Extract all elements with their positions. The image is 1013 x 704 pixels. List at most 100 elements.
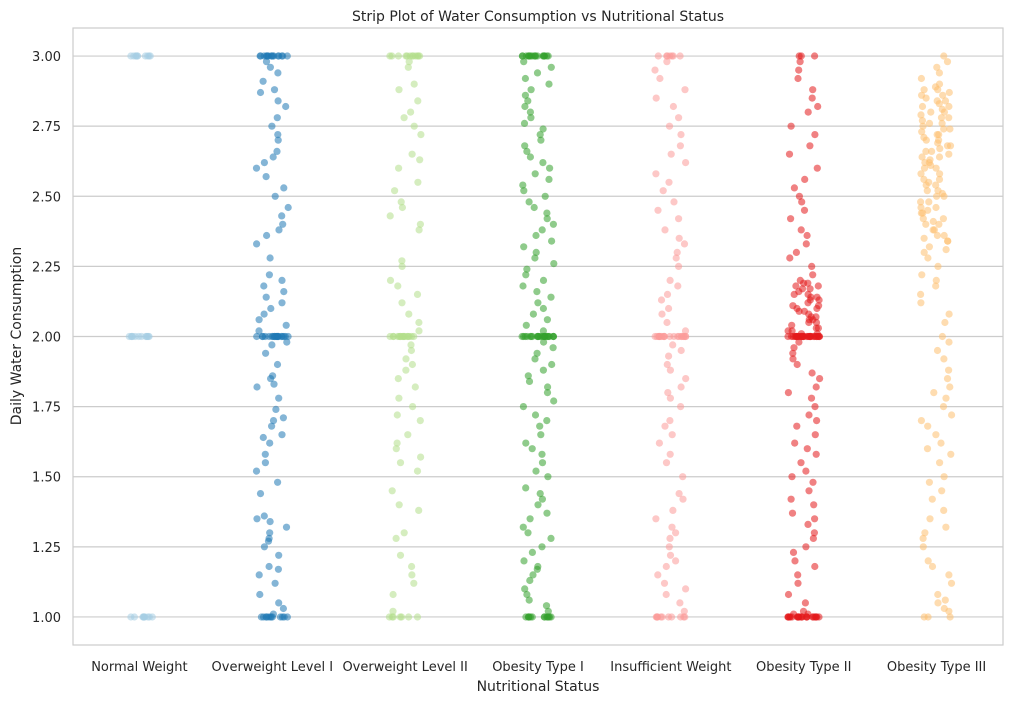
strip-point: [652, 515, 660, 523]
strip-point: [666, 276, 674, 284]
strip-point: [279, 414, 287, 422]
strip-point: [920, 164, 929, 172]
strip-point: [262, 52, 271, 60]
strip-point: [794, 74, 802, 83]
strip-point: [668, 523, 676, 531]
strip-point: [679, 495, 687, 503]
chart-title: Strip Plot of Water Consumption vs Nutri…: [352, 9, 724, 25]
strip-point: [939, 215, 948, 223]
strip-point: [928, 147, 936, 155]
strip-point: [919, 215, 927, 223]
strip-point: [268, 52, 276, 60]
strip-point: [533, 288, 541, 296]
strip-point: [917, 198, 925, 206]
strip-point: [665, 178, 673, 186]
strip-point: [663, 58, 671, 66]
strip-point: [672, 254, 680, 262]
strip-point: [268, 341, 276, 349]
strip-point: [816, 375, 824, 383]
y-tick-label: 1.75: [32, 401, 61, 416]
x-axis-label: Nutritional Status: [477, 679, 600, 695]
strip-point: [529, 310, 538, 318]
strip-point: [787, 495, 795, 503]
strip-point: [668, 613, 676, 621]
strip-point: [398, 299, 406, 307]
strip-point: [416, 220, 424, 228]
strip-point: [411, 383, 419, 391]
strip-point: [409, 403, 417, 411]
strip-point: [520, 187, 528, 195]
strip-point: [930, 226, 939, 234]
strip-point: [812, 318, 821, 327]
strip-point: [282, 102, 290, 111]
strip-point: [272, 405, 280, 413]
strip-point: [677, 131, 685, 139]
strip-point: [923, 187, 931, 195]
strip-point: [809, 271, 817, 279]
strip-point: [666, 534, 674, 543]
strip-point: [917, 290, 925, 298]
strip-point: [275, 551, 283, 559]
strip-point: [922, 136, 930, 144]
strip-point: [532, 248, 540, 256]
strip-point: [656, 74, 664, 83]
strip-point: [397, 198, 405, 206]
strip-point: [386, 212, 394, 220]
strip-point: [680, 240, 689, 248]
strip-point: [525, 377, 534, 385]
strip-point: [812, 324, 820, 332]
strip-point: [940, 52, 948, 60]
strip-point: [395, 332, 403, 341]
strip-point: [260, 310, 268, 318]
strip-point: [536, 131, 544, 139]
strip-point: [945, 150, 953, 158]
strip-point: [127, 613, 135, 621]
strip-point: [545, 613, 553, 621]
strip-point: [800, 206, 809, 214]
strip-point: [256, 490, 265, 498]
strip-point: [945, 88, 953, 97]
strip-point: [675, 490, 683, 498]
strip-point: [519, 282, 527, 290]
y-axis-label: Daily Water Consumption: [9, 247, 25, 425]
strip-point: [282, 523, 291, 531]
strip-point: [932, 203, 940, 212]
strip-point: [544, 473, 552, 481]
strip-point: [941, 318, 949, 327]
strip-point: [935, 175, 944, 183]
strip-point: [787, 122, 795, 130]
strip-point: [274, 69, 282, 77]
strip-point: [940, 355, 948, 363]
strip-point: [394, 375, 402, 383]
strip-point: [918, 117, 927, 125]
strip-point: [658, 310, 666, 318]
strip-point: [549, 220, 558, 228]
strip-point: [547, 293, 555, 301]
strip-point: [660, 579, 669, 587]
strip-point: [523, 265, 531, 273]
strip-point: [265, 562, 273, 571]
strip-point: [920, 175, 928, 183]
strip-point: [658, 332, 666, 341]
strip-point: [805, 487, 813, 495]
strip-point: [260, 512, 268, 520]
strip-point: [922, 220, 930, 228]
strip-point: [280, 332, 288, 341]
strip-point: [278, 431, 286, 439]
strip-point: [538, 450, 546, 458]
strip-point: [806, 142, 814, 150]
strip-point: [943, 58, 952, 66]
strip-point: [536, 422, 544, 430]
strip-point: [252, 467, 261, 475]
strip-point: [924, 613, 932, 621]
strip-point: [666, 450, 674, 458]
strip-point: [255, 316, 263, 324]
strip-point: [532, 467, 540, 475]
strip-point: [933, 63, 941, 71]
strip-point: [538, 495, 547, 503]
strip-point: [266, 254, 274, 262]
strip-point: [919, 543, 927, 551]
strip-point: [918, 128, 926, 136]
strip-point: [932, 276, 940, 284]
strip-point: [933, 346, 942, 355]
